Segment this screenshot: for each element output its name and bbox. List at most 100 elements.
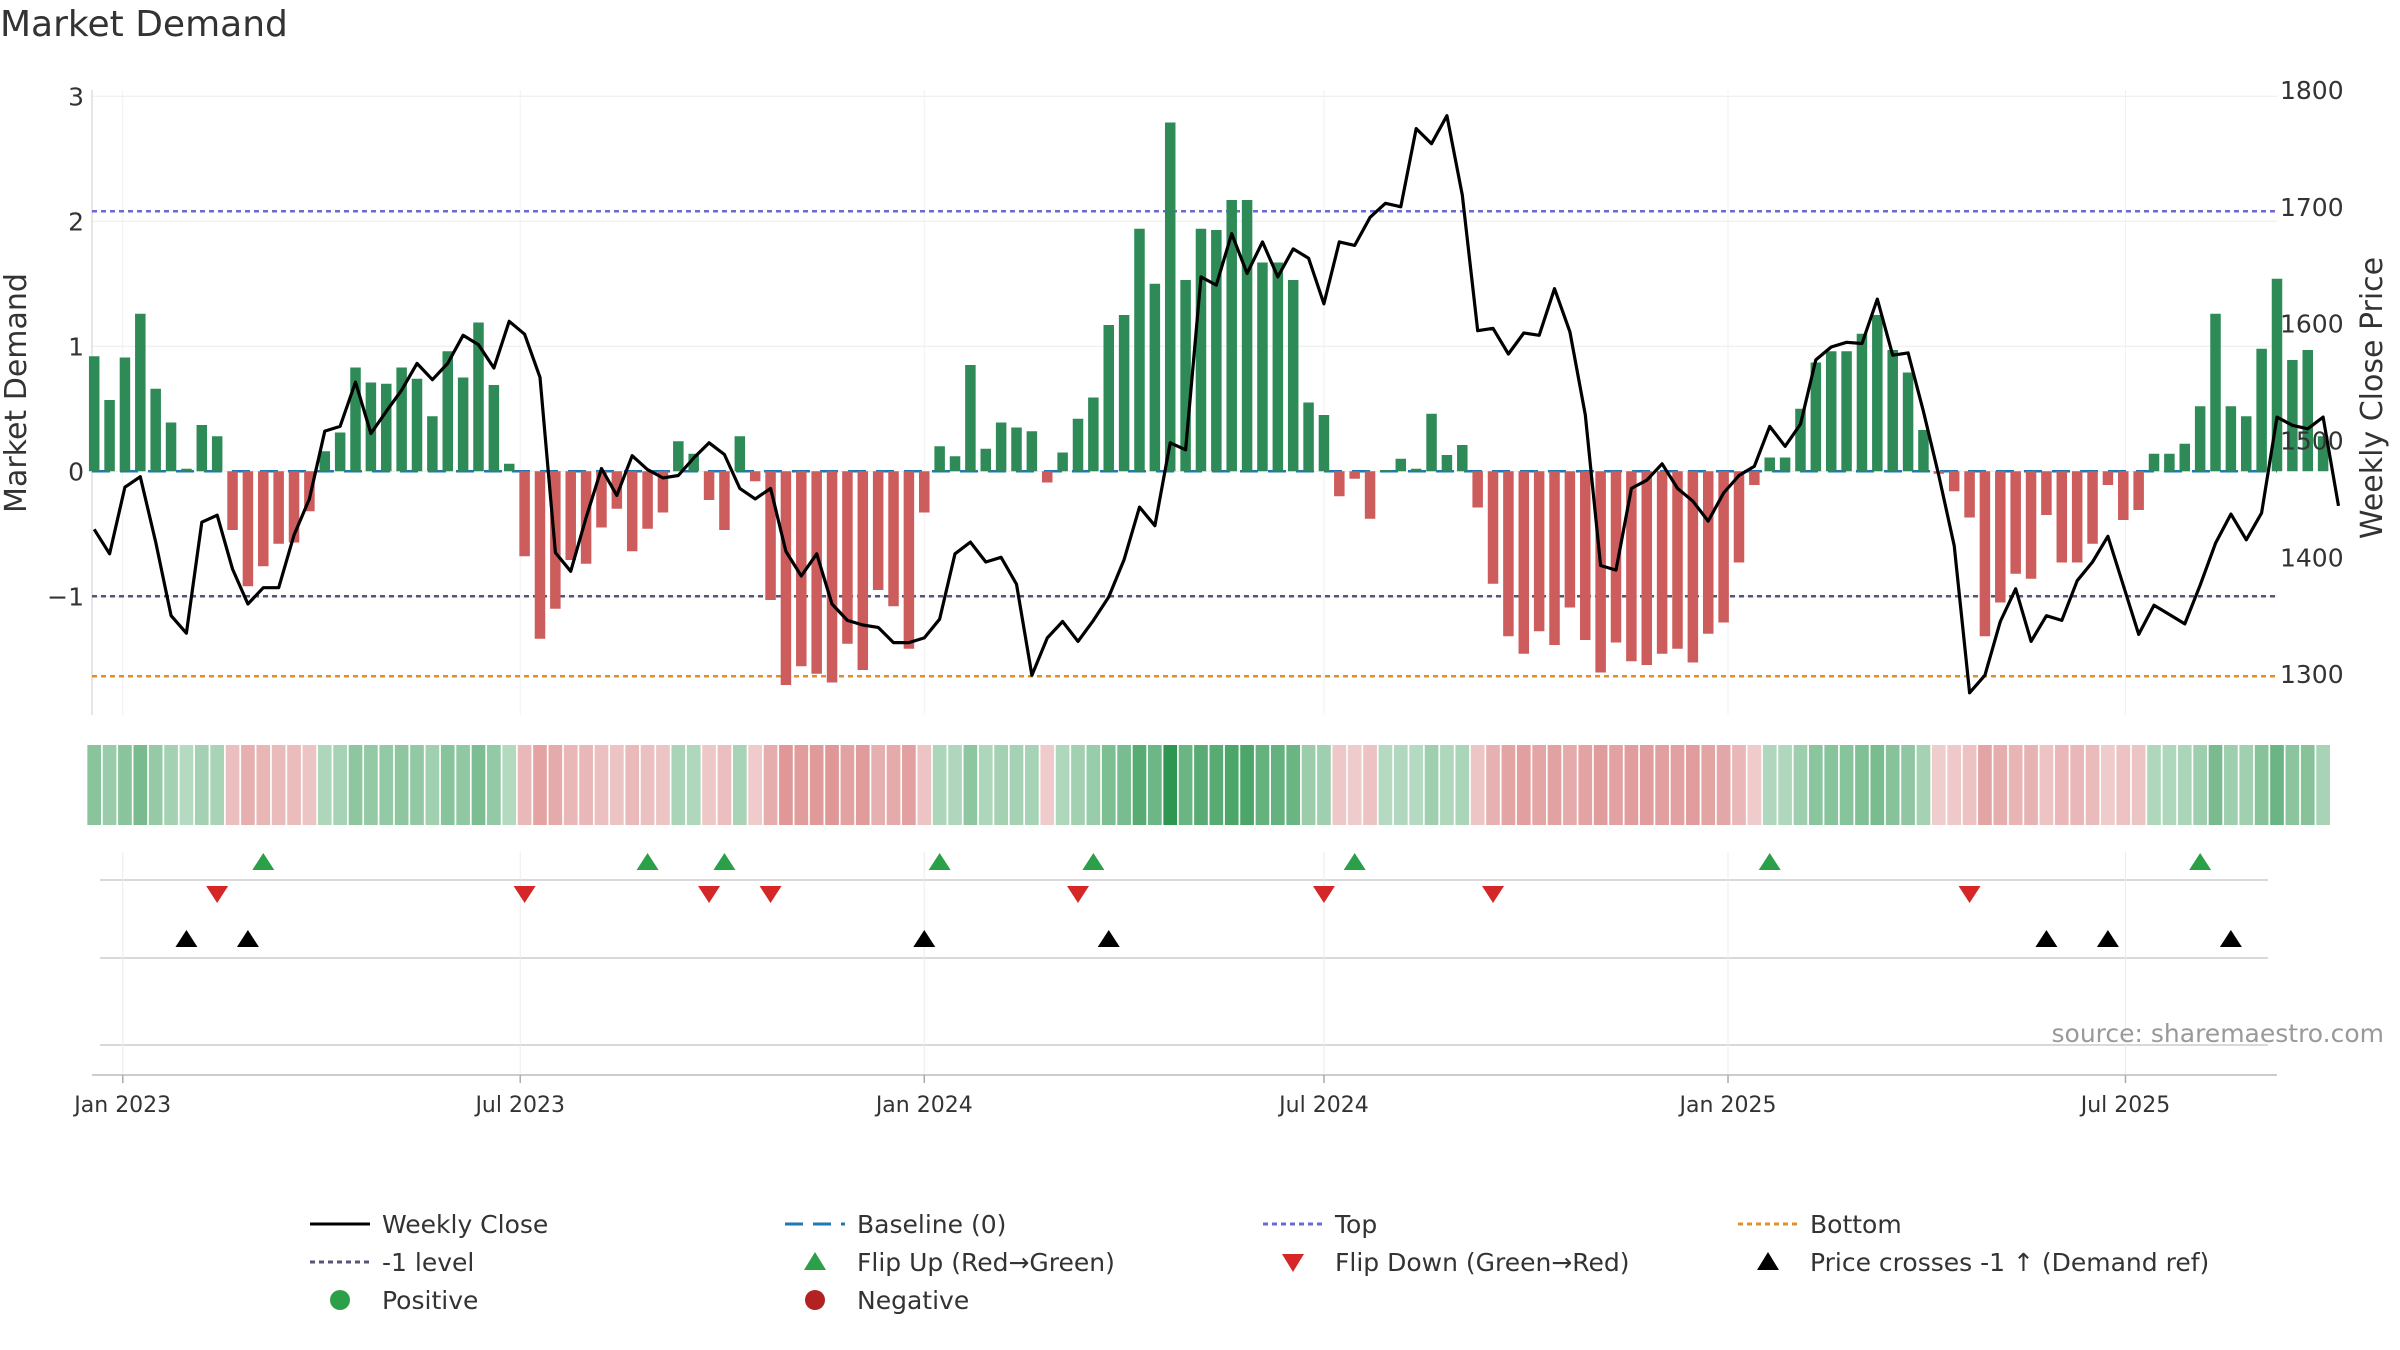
- heat-cell: [717, 745, 732, 825]
- demand-bar: [1610, 471, 1622, 643]
- heat-cell: [1301, 745, 1316, 825]
- heat-cell: [1240, 745, 1254, 825]
- demand-bar: [334, 432, 346, 472]
- heat-cell: [2070, 745, 2085, 825]
- heat-cell: [809, 745, 824, 825]
- demand-bar: [396, 367, 407, 472]
- demand-bar: [2210, 313, 2221, 472]
- heat-cell: [2131, 745, 2146, 825]
- heat-cell: [410, 745, 424, 825]
- heat-cell: [2008, 745, 2023, 825]
- heat-cell: [1440, 745, 1454, 825]
- legend-item: Flip Up (Red→Green): [804, 1248, 1115, 1277]
- heat-cell: [118, 745, 132, 825]
- legend-label: Baseline (0): [857, 1210, 1006, 1239]
- demand-bar: [519, 471, 530, 557]
- price-cross-marker: [2096, 930, 2119, 947]
- heat-cell: [1086, 745, 1101, 825]
- heat-cell: [1670, 745, 1685, 825]
- demand-bar: [165, 422, 177, 472]
- demand-bar: [995, 422, 1007, 472]
- price-cross-marker: [913, 930, 936, 947]
- heat-cell: [456, 745, 470, 825]
- demand-bar: [1426, 413, 1437, 472]
- demand-bar: [1088, 397, 1099, 472]
- demand-bar: [1518, 471, 1530, 654]
- legend-swatch: [1757, 1252, 1779, 1270]
- price-cross-marker: [175, 930, 198, 947]
- demand-bar: [1287, 280, 1299, 472]
- demand-bar: [258, 471, 269, 567]
- demand-bar: [2241, 416, 2252, 472]
- heat-cell: [2254, 745, 2269, 825]
- demand-bar: [119, 357, 131, 472]
- heat-cell: [2085, 745, 2100, 825]
- legend-swatch: [330, 1290, 350, 1310]
- source-credit: source: sharemaestro.com: [2052, 1019, 2385, 1048]
- right-tick-label: 1800: [2280, 76, 2344, 105]
- demand-bar: [596, 471, 607, 528]
- heat-cell: [1055, 745, 1070, 825]
- heat-cell: [1808, 745, 1823, 825]
- heat-cell: [302, 745, 317, 825]
- legend-label: Positive: [382, 1286, 478, 1315]
- heat-cell: [871, 745, 886, 825]
- heat-cell: [932, 745, 947, 825]
- demand-bar: [1303, 402, 1314, 472]
- demand-bar: [2010, 471, 2021, 574]
- heat-cell: [978, 745, 993, 825]
- legend: Weekly Close Baseline (0) Top Bottom -1 leve…: [310, 1210, 2209, 1315]
- demand-bar: [1764, 457, 1775, 472]
- legend-item: Top: [1263, 1210, 1377, 1239]
- demand-bar: [1103, 325, 1114, 472]
- heat-cell: [671, 745, 686, 825]
- right-tick-label: 1700: [2280, 193, 2344, 222]
- price-cross-marker: [2219, 930, 2242, 947]
- legend-label: Weekly Close: [382, 1210, 548, 1239]
- heat-cell: [194, 745, 209, 825]
- demand-bar: [842, 471, 853, 644]
- heat-cell: [1885, 745, 1900, 825]
- demand-bar: [1380, 470, 1391, 472]
- heat-cell: [748, 745, 763, 825]
- demand-bar: [304, 471, 315, 512]
- right-axis-label: Weekly Close Price: [2355, 257, 2390, 539]
- x-tick-label: Jan 2023: [72, 1093, 171, 1118]
- demand-bar: [150, 388, 161, 472]
- demand-bar: [2041, 471, 2052, 515]
- heat-cell: [1732, 745, 1746, 825]
- demand-bar: [196, 425, 208, 472]
- demand-bar: [1257, 262, 1268, 472]
- heat-cell: [517, 745, 532, 825]
- x-tick-label: Jul 2025: [2079, 1093, 2171, 1118]
- demand-bar: [1995, 471, 2006, 603]
- heat-cell: [471, 745, 486, 825]
- demand-bar: [1549, 471, 1560, 645]
- demand-bar: [1672, 471, 1683, 649]
- flip-up-marker: [928, 853, 951, 870]
- flip-up-marker: [1082, 853, 1105, 870]
- chart-title: Market Demand: [0, 4, 288, 45]
- left-axis-label: Market Demand: [0, 273, 34, 513]
- heat-cell: [333, 745, 347, 825]
- heat-cell: [1347, 745, 1362, 825]
- left-tick-label: 2: [68, 207, 84, 236]
- heat-cell: [1609, 745, 1623, 825]
- demand-bar: [965, 365, 976, 472]
- heat-cell: [1132, 745, 1147, 825]
- left-tick-label: −1: [47, 582, 84, 611]
- demand-bar: [2071, 471, 2083, 563]
- flip-up-marker: [252, 853, 275, 870]
- heat-cell: [1593, 745, 1608, 825]
- heat-cell: [1855, 745, 1869, 825]
- demand-bar: [1702, 471, 1714, 634]
- legend-label: Top: [1334, 1210, 1377, 1239]
- flip-up-marker: [1343, 853, 1366, 870]
- legend-item: Baseline (0): [785, 1210, 1006, 1239]
- demand-bar: [1580, 471, 1591, 640]
- legend-item: -1 level: [310, 1248, 474, 1277]
- demand-bar: [1410, 468, 1422, 472]
- flip-down-marker: [698, 886, 721, 903]
- demand-bar: [1533, 471, 1545, 632]
